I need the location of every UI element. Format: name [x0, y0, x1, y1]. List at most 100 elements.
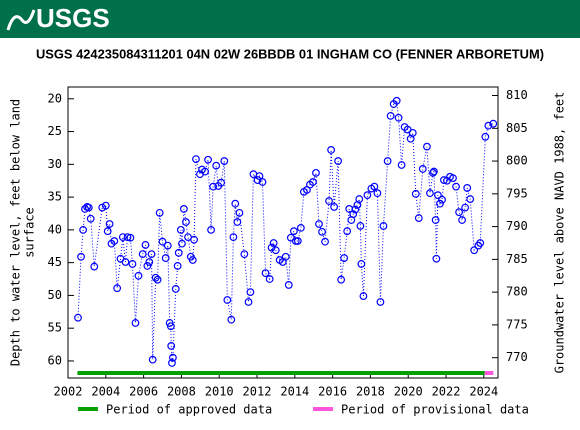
data-point: [101, 201, 110, 210]
y2-tick-label: 775: [506, 317, 528, 331]
data-point: [171, 284, 180, 293]
data-point: [318, 227, 326, 236]
data-point: [312, 168, 320, 177]
y-tick-label: 45: [48, 255, 62, 269]
data-point: [103, 227, 112, 236]
data-point: [84, 203, 93, 212]
data-point: [357, 260, 366, 268]
data-point: [373, 189, 382, 198]
data-point: [325, 197, 333, 205]
x-tick-label: 2014: [280, 385, 309, 399]
data-point: [207, 225, 215, 234]
data-point: [330, 203, 339, 211]
y2-tick-label: 805: [506, 121, 528, 135]
data-point: [315, 220, 323, 228]
data-point: [476, 239, 485, 247]
data-point: [113, 284, 122, 293]
data-point: [128, 260, 137, 268]
data-point: [134, 271, 143, 280]
y-tick-label: 60: [48, 353, 62, 367]
data-point: [217, 178, 225, 187]
data-point: [166, 322, 175, 331]
header-bar: [0, 0, 580, 38]
data-point: [81, 205, 89, 213]
x-tick-label: 2004: [91, 385, 120, 399]
data-point: [418, 165, 427, 173]
data-point: [233, 218, 242, 226]
data-point: [212, 161, 221, 170]
data-point: [145, 258, 154, 266]
data-point: [261, 269, 270, 278]
data-point: [321, 237, 329, 246]
data-point: [235, 208, 244, 217]
data-point: [431, 216, 440, 224]
y-axis-label: surface: [23, 207, 37, 258]
y2-tick-label: 770: [506, 350, 528, 364]
data-point: [190, 235, 198, 244]
data-point: [449, 174, 457, 183]
data-point: [253, 176, 262, 184]
data-point: [138, 250, 147, 259]
data-point: [481, 132, 490, 141]
data-point: [281, 252, 290, 261]
data-point: [167, 341, 176, 350]
y-tick-label: 35: [48, 190, 62, 204]
data-point: [271, 246, 280, 255]
data-point: [392, 96, 401, 105]
data-point: [229, 233, 238, 241]
y-axis-label: Depth to water level, feet below land: [9, 99, 23, 366]
data-point: [455, 208, 463, 217]
data-point: [227, 315, 236, 324]
data-point: [244, 298, 253, 306]
x-tick-label: 2024: [469, 385, 498, 399]
x-tick-label: 2020: [394, 385, 423, 399]
logo-text: USGS: [36, 3, 110, 33]
data-point: [176, 225, 185, 234]
data-point: [379, 222, 388, 230]
data-point: [188, 256, 197, 264]
data-point: [484, 121, 493, 130]
y-tick-label: 20: [48, 91, 62, 105]
data-point: [363, 191, 372, 200]
data-point: [169, 353, 177, 362]
data-point: [90, 262, 99, 271]
data-point: [105, 220, 114, 228]
data-point: [143, 262, 152, 270]
x-tick-label: 2012: [243, 385, 272, 399]
data-point: [201, 167, 209, 176]
y2-tick-label: 800: [506, 154, 528, 168]
data-point: [168, 359, 176, 367]
data-point: [79, 225, 88, 234]
x-tick-label: 2002: [54, 385, 83, 399]
legend-label: Period of provisional data: [341, 403, 529, 417]
data-point: [158, 237, 167, 246]
data-point: [466, 195, 475, 203]
data-point: [359, 292, 368, 300]
data-point: [408, 128, 417, 137]
data-point: [74, 313, 82, 322]
data-point: [356, 222, 365, 230]
data-point: [340, 254, 349, 262]
data-point: [411, 189, 420, 198]
data-point: [209, 182, 218, 191]
data-point: [452, 182, 460, 191]
y2-tick-label: 810: [506, 88, 528, 102]
data-point: [121, 258, 130, 266]
y-tick-label: 55: [48, 321, 62, 335]
usgs-logo-mark: [6, 9, 36, 31]
data-point: [461, 203, 470, 212]
data-point: [110, 237, 119, 245]
data-point: [231, 199, 240, 208]
y-tick-label: 40: [48, 222, 62, 236]
chart-title: USGS 424235084311201 04N 02W 26BBDB 01 I…: [36, 46, 544, 61]
data-point: [489, 119, 498, 128]
y-tick-label: 50: [48, 288, 62, 302]
data-point: [334, 157, 342, 165]
data-point: [440, 176, 448, 184]
y2-tick-label: 795: [506, 186, 528, 200]
data-point: [173, 262, 182, 270]
data-point: [269, 239, 278, 247]
data-point: [351, 205, 360, 214]
data-point: [240, 250, 249, 259]
data-point: [309, 178, 317, 186]
